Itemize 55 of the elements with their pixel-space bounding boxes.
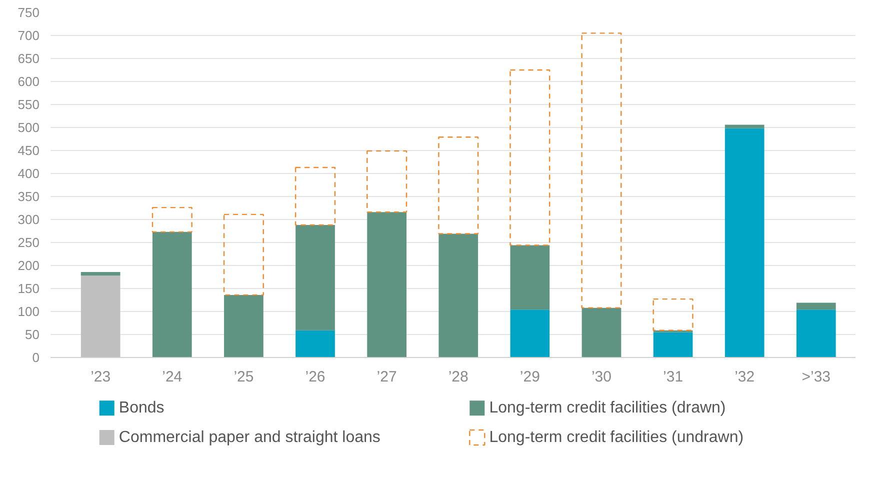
bar (80, 276, 120, 358)
y-tick-label: 200 (18, 258, 40, 273)
y-tick-label: 350 (18, 189, 40, 204)
bar (581, 32, 622, 308)
bar (294, 166, 336, 226)
legend-label: Long-term credit facilities (drawn) (489, 400, 726, 417)
bar (367, 212, 406, 358)
y-tick-label: 700 (18, 28, 40, 43)
bar (152, 232, 192, 358)
x-tick-label: ’27 (376, 368, 397, 386)
y-tick-label: 400 (18, 166, 40, 181)
x-tick-label: ’24 (162, 368, 182, 386)
bar (510, 310, 550, 358)
bar (438, 136, 479, 234)
y-tick-label: 100 (18, 304, 40, 319)
y-tick-label: 450 (18, 143, 40, 158)
bar (152, 206, 192, 233)
y-tick-label: 0 (32, 350, 40, 365)
bar (796, 310, 836, 358)
x-tick-label: >’33 (802, 368, 831, 386)
x-tick-label: ’26 (305, 368, 326, 386)
legend-label: Commercial paper and straight loans (118, 429, 380, 446)
bar (296, 225, 335, 330)
bar (224, 294, 264, 358)
bar (223, 214, 264, 296)
y-tick-label: 600 (18, 74, 40, 89)
bar (724, 128, 764, 358)
legend-label: Long-term credit facilities (undrawn) (489, 429, 744, 446)
bar (510, 245, 550, 310)
y-tick-label: 650 (18, 51, 40, 66)
bar (510, 69, 550, 246)
x-tick-label: ’31 (663, 368, 684, 386)
x-tick-label: ’25 (234, 368, 254, 386)
y-tick-label: 150 (18, 281, 40, 296)
y-tick-label: 550 (18, 97, 40, 112)
x-tick-label: ’32 (734, 368, 755, 386)
x-tick-label: ’29 (520, 368, 540, 386)
y-tick-label: 500 (18, 120, 40, 135)
x-tick-label: ’30 (591, 368, 612, 386)
bar (296, 330, 335, 358)
y-tick-label: 300 (18, 212, 40, 227)
bar (582, 308, 622, 358)
y-tick-label: 750 (18, 5, 40, 20)
bar (796, 302, 836, 310)
bar (366, 150, 408, 213)
y-tick-label: 50 (25, 327, 40, 342)
x-tick-label: ’23 (90, 368, 111, 386)
bar (438, 234, 478, 358)
bar (653, 332, 693, 358)
bar (724, 124, 764, 128)
legend-label: Bonds (118, 400, 164, 417)
bar (80, 272, 120, 276)
bar (652, 298, 694, 331)
y-tick-label: 250 (18, 235, 40, 250)
x-tick-label: ’28 (448, 368, 468, 386)
